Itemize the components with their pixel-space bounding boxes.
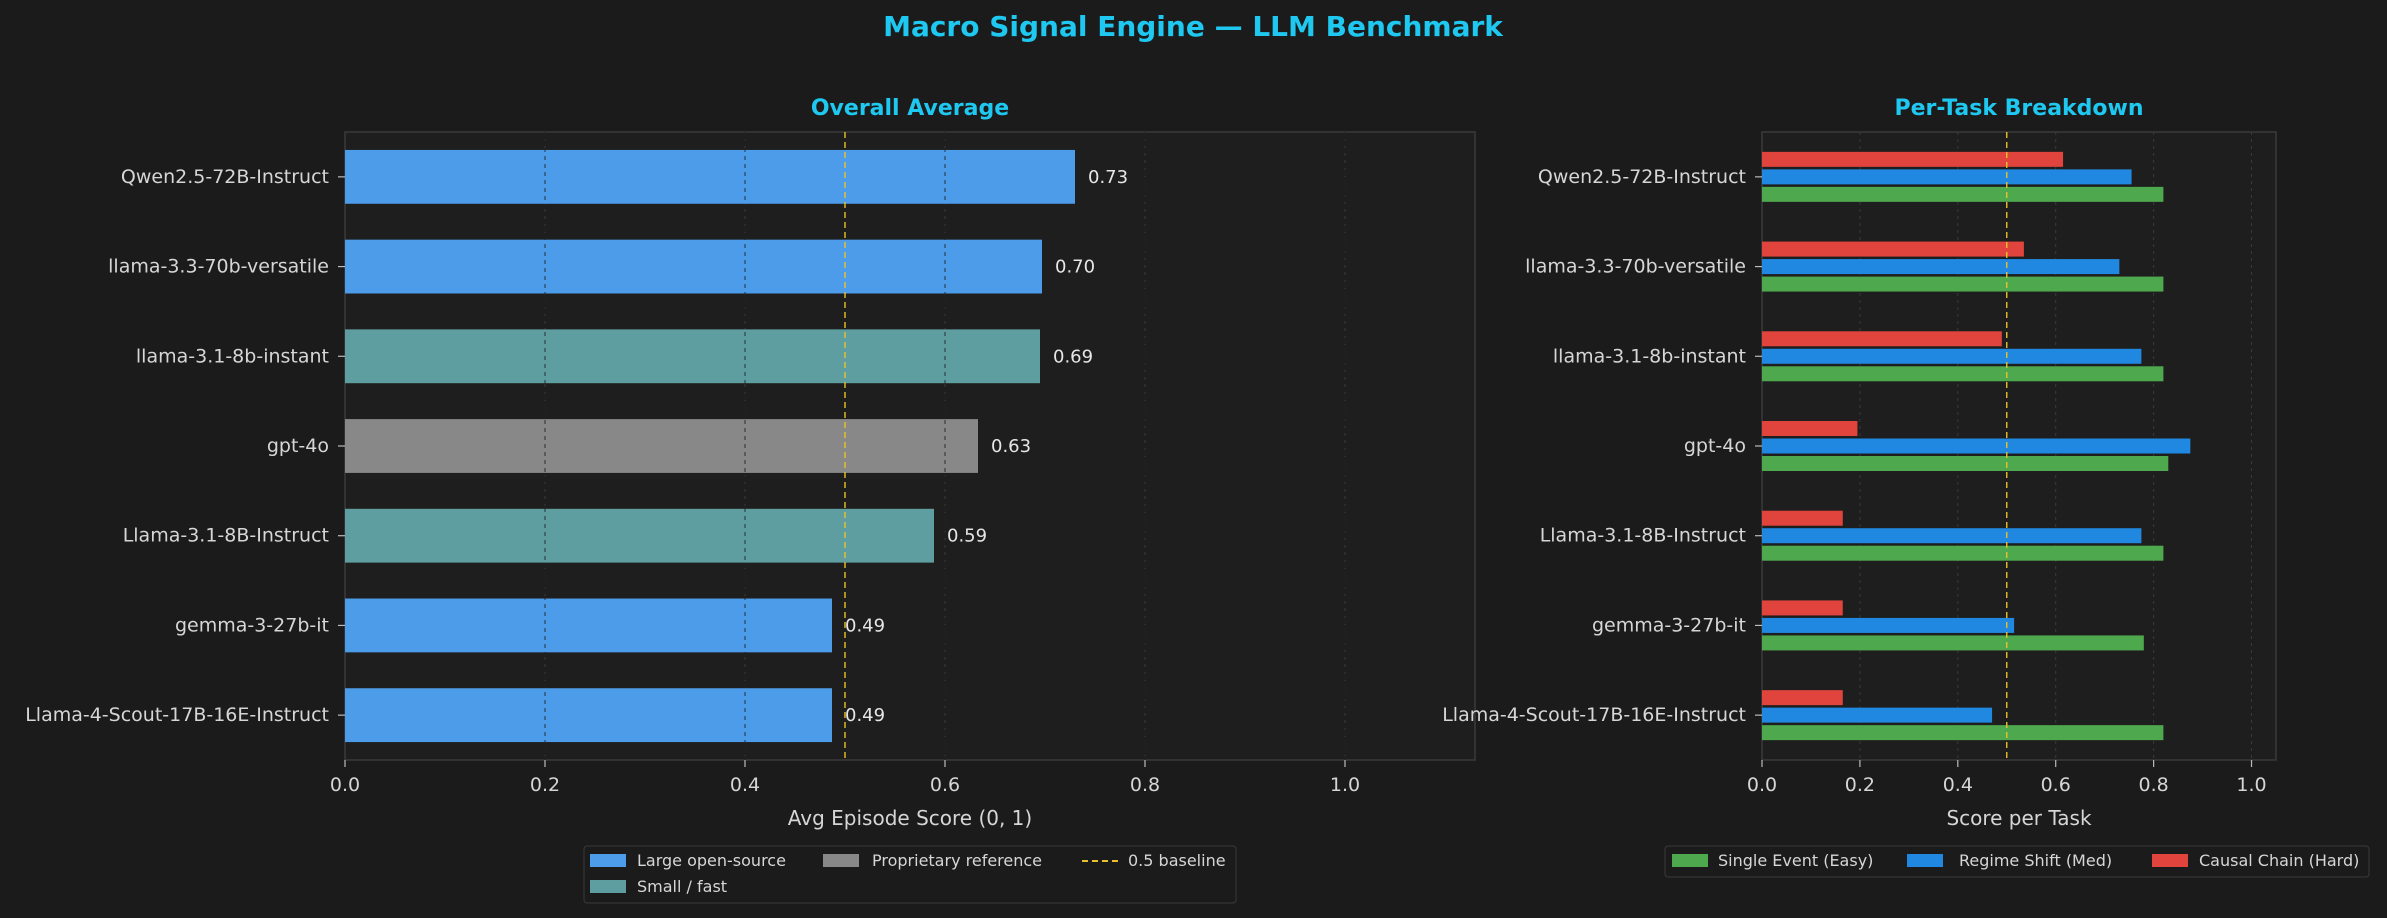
right-bar-single-event xyxy=(1762,456,2169,471)
legend-label-causal-chain: Causal Chain (Hard) xyxy=(2199,851,2359,870)
right-bar-causal-chain xyxy=(1762,421,1858,436)
right-bar-causal-chain xyxy=(1762,241,2024,257)
legend-label-regime-shift: Regime Shift (Med) xyxy=(1959,851,2112,870)
left-xlabel: Avg Episode Score (0, 1) xyxy=(788,806,1032,830)
right-bar-regime-shift xyxy=(1762,438,2191,454)
right-bar-regime-shift xyxy=(1762,528,2142,544)
left-bar xyxy=(345,419,978,473)
left-legend-box xyxy=(583,845,1237,904)
left-bar-value-label: 0.63 xyxy=(991,436,1031,457)
legend-patch-small xyxy=(590,880,626,893)
right-category-label: llama-3.1-8b-instant xyxy=(1553,345,1746,367)
right-xlabel: Score per Task xyxy=(1946,806,2092,830)
right-bar-causal-chain xyxy=(1762,331,2002,347)
right-category-label: gemma-3-27b-it xyxy=(1592,614,1746,636)
left-xtick-label: 0.8 xyxy=(1130,774,1160,796)
left-category-label: gemma-3-27b-it xyxy=(175,614,329,636)
right-category-label: Llama-3.1-8B-Instruct xyxy=(1540,525,1746,547)
left-category-label: llama-3.3-70b-versatile xyxy=(108,256,329,278)
left-bar xyxy=(345,329,1040,384)
left-bar xyxy=(345,598,832,653)
right-xtick-label: 0.0 xyxy=(1747,774,1777,796)
per-task-breakdown-chart: Per-Task Breakdown Qwen2.5-72B-Instruct l… xyxy=(1442,96,2370,878)
left-bar xyxy=(345,688,832,743)
left-xtick-label: 0.0 xyxy=(330,774,360,796)
right-bar-regime-shift xyxy=(1762,259,2120,275)
right-bar-regime-shift xyxy=(1762,169,2132,185)
right-category-label: Qwen2.5-72B-Instruct xyxy=(1538,166,1746,188)
right-bar-single-event xyxy=(1762,725,2164,741)
right-bar-single-event xyxy=(1762,545,2164,561)
left-category-label: Qwen2.5-72B-Instruct xyxy=(121,166,329,188)
right-category-label: Llama-4-Scout-17B-16E-Instruct xyxy=(1442,704,1746,726)
right-bar-regime-shift xyxy=(1762,348,2142,364)
left-xtick-label: 1.0 xyxy=(1330,774,1360,796)
left-xtick-label: 0.6 xyxy=(930,774,960,796)
legend-label-small: Small / fast xyxy=(637,877,727,896)
legend-patch-proprietary xyxy=(823,854,859,867)
right-bar-single-event xyxy=(1762,186,2164,202)
right-xtick-label: 0.2 xyxy=(1845,774,1875,796)
right-xtick-label: 0.4 xyxy=(1943,774,1973,796)
left-bar-value-label: 0.49 xyxy=(845,615,885,636)
right-bar-causal-chain xyxy=(1762,151,2064,167)
left-category-label: Llama-4-Scout-17B-16E-Instruct xyxy=(25,704,329,726)
legend-patch-large xyxy=(590,854,626,867)
left-bar xyxy=(345,508,934,563)
right-xtick-label: 1.0 xyxy=(2236,774,2266,796)
right-chart-title: Per-Task Breakdown xyxy=(1894,96,2143,121)
right-bar-single-event xyxy=(1762,635,2144,651)
legend-patch-single-event xyxy=(1672,854,1708,867)
left-bar-value-label: 0.70 xyxy=(1055,257,1095,278)
legend-label-baseline: 0.5 baseline xyxy=(1128,851,1226,870)
left-bar-value-label: 0.49 xyxy=(845,705,885,726)
right-category-label: llama-3.3-70b-versatile xyxy=(1525,256,1746,278)
right-legend: Single Event (Easy) Regime Shift (Med) C… xyxy=(1664,845,2370,878)
left-bar-value-label: 0.69 xyxy=(1053,346,1093,367)
left-legend: Large open-source Proprietary reference … xyxy=(583,845,1237,904)
left-bar-value-label: 0.59 xyxy=(947,526,987,547)
suptitle: Macro Signal Engine — LLM Benchmark xyxy=(883,10,1504,43)
right-bar-single-event xyxy=(1762,276,2164,292)
right-bar-single-event xyxy=(1762,366,2164,382)
right-category-label: gpt-4o xyxy=(1684,435,1746,457)
right-xtick-label: 0.6 xyxy=(2041,774,2071,796)
overall-average-chart: Overall Average 0.73 0.70 0.69 0.63 0.59 0.49… xyxy=(25,96,1476,904)
left-bar-value-label: 0.73 xyxy=(1088,167,1128,188)
legend-label-large: Large open-source xyxy=(637,851,786,870)
right-xtick-label: 0.8 xyxy=(2139,774,2169,796)
left-chart-title: Overall Average xyxy=(811,96,1009,121)
legend-label-single-event: Single Event (Easy) xyxy=(1718,851,1873,870)
right-bar-regime-shift xyxy=(1762,617,2015,633)
left-xtick-label: 0.4 xyxy=(730,774,760,796)
right-bar-regime-shift xyxy=(1762,707,1993,723)
left-xtick-label: 0.2 xyxy=(530,774,560,796)
right-bar-causal-chain xyxy=(1762,690,1843,706)
left-bar xyxy=(345,239,1042,294)
right-bar-causal-chain xyxy=(1762,510,1843,526)
right-bar-causal-chain xyxy=(1762,600,1843,616)
left-category-label: llama-3.1-8b-instant xyxy=(136,345,329,367)
legend-label-proprietary: Proprietary reference xyxy=(872,851,1042,870)
left-bar xyxy=(345,149,1075,204)
right-legend-box xyxy=(1664,845,2370,878)
left-category-label: gpt-4o xyxy=(267,435,329,457)
left-category-label: Llama-3.1-8B-Instruct xyxy=(123,525,329,547)
legend-patch-regime-shift xyxy=(1907,854,1943,867)
legend-patch-causal-chain xyxy=(2152,854,2188,867)
